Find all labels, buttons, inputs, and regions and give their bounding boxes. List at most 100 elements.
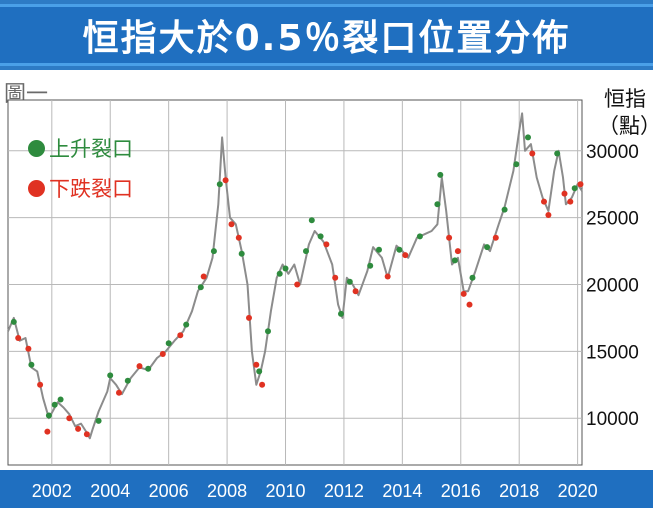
gap-up-point	[165, 340, 172, 347]
gap-down-point	[294, 281, 301, 288]
gap-down-point	[253, 361, 260, 368]
gap-down-point	[25, 345, 32, 352]
gap-down-point	[37, 381, 44, 388]
gap-down-point	[116, 389, 122, 396]
gap-down-point	[402, 252, 409, 259]
gap-up-point	[28, 361, 35, 368]
y-tick-label: 25000	[586, 209, 639, 230]
gap-down-point	[75, 425, 82, 432]
x-tick-label: 2004	[90, 481, 130, 501]
grid-layer	[8, 100, 582, 465]
gap-up-point	[434, 201, 441, 208]
gap-down-point	[492, 234, 499, 241]
gap-down-point	[529, 150, 536, 157]
gap-down-point	[246, 314, 252, 321]
gap-down-point	[222, 177, 229, 184]
gap-down-point	[323, 241, 330, 248]
gap-up-point	[317, 233, 324, 240]
gap-up-point	[437, 171, 444, 178]
y-axis-unit-label: 恒指 （點）	[598, 86, 653, 140]
legend-item-gap-up: 上升裂口	[28, 128, 133, 168]
gap-up-point	[210, 248, 217, 255]
x-tick-label: 2020	[558, 481, 598, 501]
x-axis-band	[0, 470, 653, 508]
dot-layer	[10, 134, 584, 438]
gap-up-point	[376, 246, 382, 253]
gap-up-point	[57, 396, 64, 403]
legend: 上升裂口 下跌裂口	[28, 128, 133, 208]
gap-down-point	[66, 415, 73, 422]
x-tick-label: 2014	[382, 481, 422, 501]
gap-up-point	[95, 417, 102, 424]
gap-up-point	[484, 244, 491, 251]
gap-down-point	[454, 248, 461, 255]
gap-up-point	[10, 318, 17, 325]
gap-down-point	[384, 273, 391, 280]
legend-label-gap-down: 下跌裂口	[49, 177, 133, 201]
x-tick-label: 2010	[265, 481, 305, 501]
legend-label-gap-up: 上升裂口	[49, 137, 133, 161]
gap-down-point	[15, 335, 22, 341]
gap-up-point	[197, 284, 204, 291]
gap-up-point	[256, 368, 263, 375]
y-tick-label: 10000	[586, 409, 639, 430]
green-dot-icon	[28, 139, 45, 157]
gap-up-point	[525, 134, 531, 141]
gap-up-point	[265, 328, 271, 335]
gap-down-point	[352, 288, 359, 295]
x-tick-label: 2002	[32, 481, 72, 501]
gap-down-point	[446, 234, 453, 241]
red-dot-icon	[28, 179, 45, 197]
gap-down-point	[332, 274, 339, 281]
gap-up-point	[124, 377, 131, 384]
gap-down-point	[83, 431, 90, 438]
gap-up-point	[45, 412, 52, 419]
x-tick-label: 2018	[499, 481, 539, 501]
legend-item-gap-down: 下跌裂口	[28, 168, 133, 208]
gap-up-point	[338, 310, 344, 317]
page-title: 恒指大於0.5％裂口位置分佈	[82, 18, 571, 59]
gap-down-point	[136, 363, 143, 370]
series-line	[7, 112, 583, 440]
gap-down-point	[228, 221, 235, 228]
gap-up-point	[451, 257, 458, 264]
y-tick-label: 15000	[586, 342, 639, 363]
gap-up-point	[183, 321, 190, 328]
gap-down-point	[466, 301, 473, 308]
gap-up-point	[145, 365, 152, 372]
gap-up-point	[571, 185, 578, 192]
gap-down-point	[577, 181, 584, 188]
gap-down-point	[541, 198, 547, 205]
x-tick-layer: 2002 2004 2006 2008 2010 2012 2014 2016 2018 2020	[32, 481, 598, 501]
gap-up-point	[107, 372, 114, 379]
gap-up-point	[396, 246, 403, 253]
y-axis-label-line2: （點）	[598, 114, 653, 138]
gap-down-point	[561, 190, 568, 197]
gap-up-point	[51, 401, 58, 408]
gap-down-point	[545, 212, 552, 218]
gap-down-point	[460, 290, 467, 297]
gap-up-point	[282, 265, 289, 272]
gap-down-point	[159, 351, 166, 357]
gap-up-point	[346, 278, 353, 285]
gap-up-point	[276, 270, 283, 277]
gap-up-point	[308, 217, 315, 224]
y-tick-layer: 10000 15000 20000 25000 30000	[586, 142, 639, 430]
x-tick-label: 2012	[324, 481, 364, 501]
gap-up-point	[238, 250, 245, 257]
gap-up-point	[303, 248, 309, 255]
gap-up-point	[416, 233, 423, 240]
gap-up-point	[469, 274, 476, 281]
gap-up-point	[367, 262, 374, 269]
gap-up-point	[554, 150, 561, 157]
x-tick-label: 2016	[441, 481, 481, 501]
y-tick-label: 30000	[586, 142, 639, 163]
gap-down-point	[44, 428, 51, 435]
gap-up-point	[501, 206, 508, 213]
x-tick-label: 2008	[207, 481, 247, 501]
x-tick-label: 2006	[149, 481, 189, 501]
gap-down-point	[177, 332, 184, 339]
y-tick-label: 20000	[586, 276, 639, 297]
gap-up-point	[513, 161, 520, 168]
